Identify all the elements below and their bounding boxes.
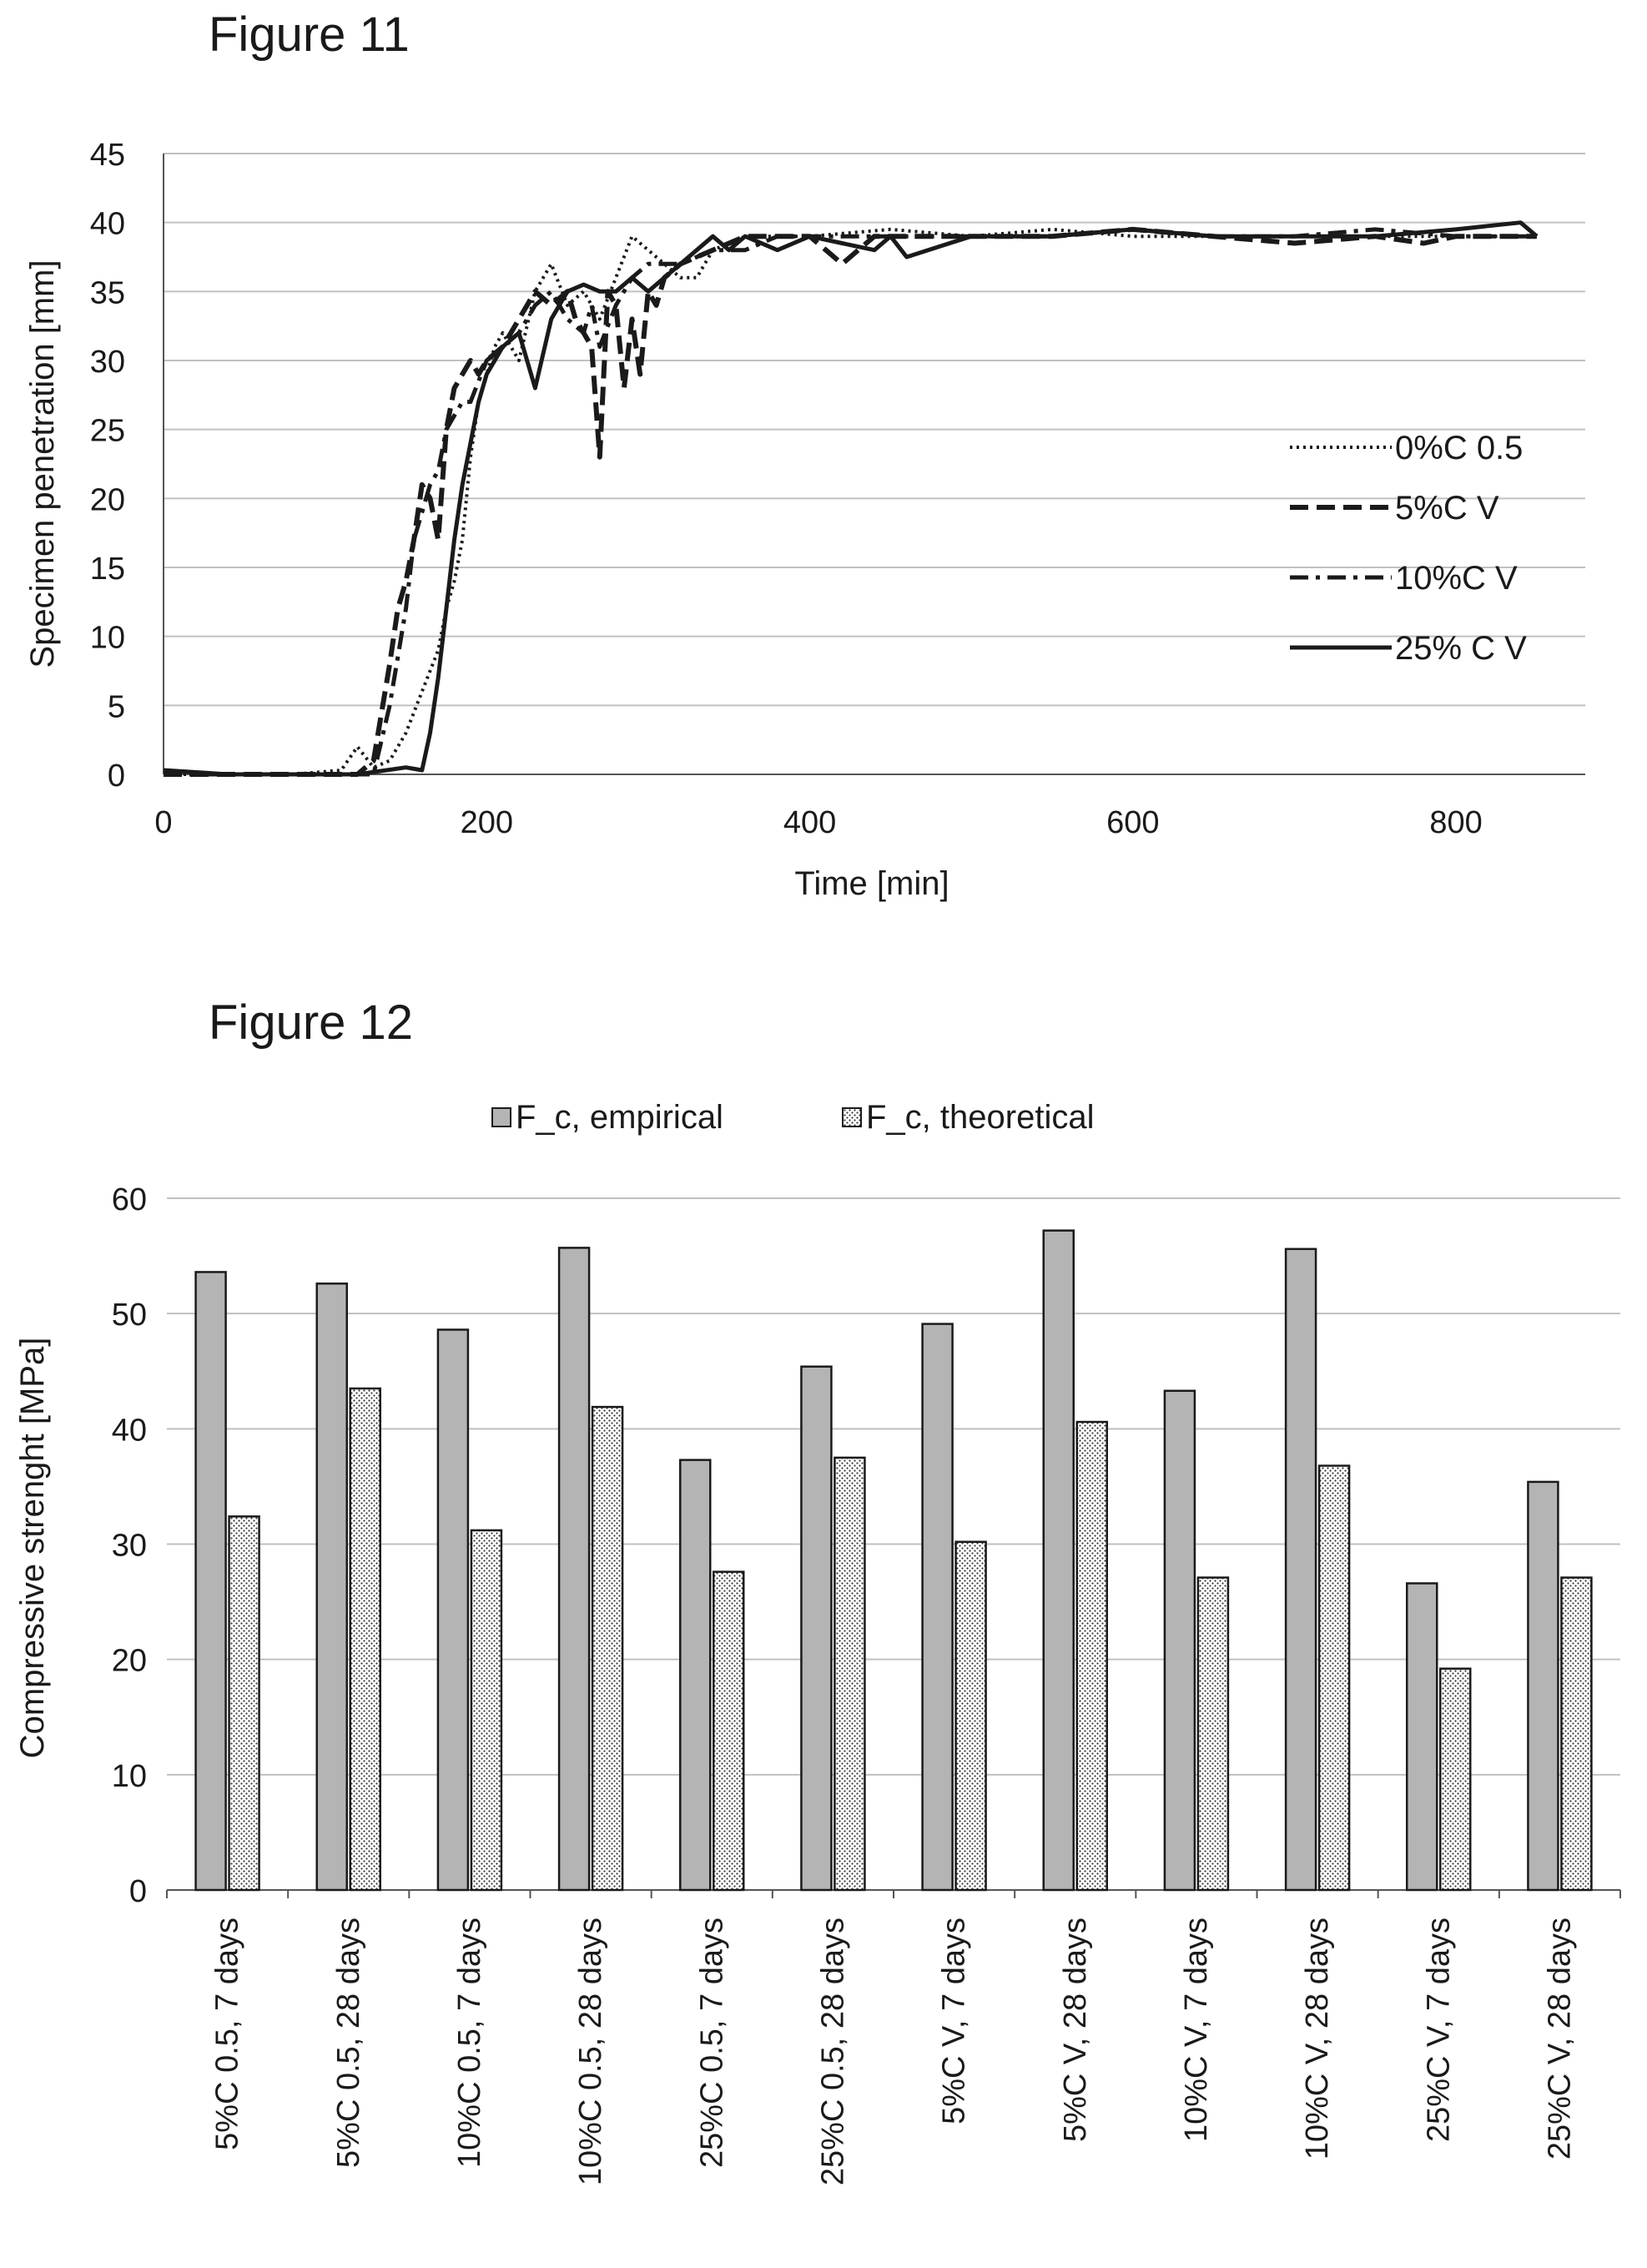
y-tick-label: 40 [112, 1413, 147, 1448]
category-label: 10%C 0.5, 7 days [452, 1918, 487, 2168]
y-tick-label: 15 [90, 552, 125, 587]
category-label: 10%C V, 28 days [1300, 1918, 1335, 2160]
category-label: 10%C V, 7 days [1179, 1918, 1214, 2142]
legend-label: F_c, empirical [516, 1099, 723, 1136]
series-line [164, 226, 1537, 777]
bar [1439, 1667, 1472, 1892]
category-label: 25%C V, 7 days [1421, 1918, 1456, 2142]
legend-label: 25% C V [1395, 630, 1527, 667]
y-axis-label: Compressive strenght [MPa] [14, 1338, 51, 1759]
x-tick-label: 400 [783, 805, 836, 840]
y-tick-label: 25 [90, 414, 125, 449]
y-tick-label: 10 [90, 621, 125, 656]
legend-swatch [491, 1107, 511, 1127]
bar [1406, 1582, 1438, 1892]
bar [834, 1456, 866, 1892]
x-tick-label: 800 [1429, 805, 1482, 840]
y-tick-label: 20 [90, 482, 125, 517]
bar [591, 1405, 624, 1892]
bar [228, 1515, 260, 1892]
y-tick-label: 35 [90, 275, 125, 310]
category-label: 5%C V, 7 days [937, 1918, 972, 2124]
y-tick-label: 40 [90, 207, 125, 242]
category-label: 25%C V, 28 days [1542, 1918, 1577, 2160]
y-tick-label: 0 [129, 1874, 147, 1909]
legend-label: F_c, theoretical [866, 1099, 1094, 1136]
bar [1284, 1247, 1317, 1892]
bar [679, 1459, 712, 1892]
penetration-line-chart: 0 5 10 15 20 25 30 35 40 45 0 200 400 600 800 Time [min… [24, 138, 1585, 902]
series-line [164, 227, 1537, 776]
x-tick-label: 0 [154, 805, 172, 840]
compressive-strength-bar-chart: 0 10 20 30 40 50 60 5%C 0.5, 7 days 5%C 0.5, 28 … [14, 1099, 1621, 2185]
category-label: 5%C 0.5, 7 days [210, 1918, 245, 2150]
bar [470, 1529, 503, 1892]
bar [557, 1247, 591, 1892]
series-line [164, 227, 1537, 777]
legend-label: 0%C 0.5 [1395, 430, 1523, 466]
bar [1042, 1229, 1075, 1892]
y-tick-label: 10 [112, 1759, 147, 1794]
y-axis-label: Specimen penetration [mm] [24, 260, 61, 668]
y-tick-label: 50 [112, 1298, 147, 1333]
bar [954, 1540, 987, 1892]
bar [194, 1271, 227, 1892]
bar [921, 1323, 954, 1892]
bar [1075, 1420, 1108, 1892]
category-label: 5%C 0.5, 28 days [331, 1918, 366, 2168]
category-label: 5%C V, 28 days [1058, 1918, 1093, 2142]
bar [1196, 1576, 1230, 1892]
x-tick-label: 600 [1106, 805, 1159, 840]
bar [315, 1282, 348, 1892]
legend-label: 10%C V [1395, 560, 1518, 597]
x-tick-label: 200 [461, 805, 513, 840]
category-label: 25%C 0.5, 7 days [694, 1918, 729, 2168]
y-tick-label: 20 [112, 1644, 147, 1679]
y-tick-label: 45 [90, 138, 125, 173]
y-tick-label: 60 [112, 1182, 147, 1217]
y-tick-label: 30 [90, 345, 125, 380]
legend-label: 5%C V [1395, 490, 1499, 527]
bar [349, 1387, 381, 1892]
y-tick-label: 0 [108, 759, 125, 794]
figure-12-title: Figure 12 [209, 995, 414, 1050]
bar [713, 1570, 745, 1892]
category-label: 10%C 0.5, 28 days [573, 1918, 608, 2185]
y-tick-label: 30 [112, 1529, 147, 1564]
y-tick-label: 5 [108, 689, 125, 724]
bar [800, 1365, 833, 1892]
legend-swatch [842, 1107, 862, 1127]
bar [1527, 1480, 1559, 1892]
series-line [163, 220, 1539, 777]
bar [1163, 1389, 1196, 1892]
bar [436, 1328, 470, 1892]
bar [1317, 1464, 1351, 1892]
x-axis-label: Time [min] [794, 865, 949, 902]
figure-11-title: Figure 11 [209, 8, 410, 62]
bar [1560, 1576, 1593, 1892]
category-label: 25%C 0.5, 28 days [815, 1918, 850, 2185]
